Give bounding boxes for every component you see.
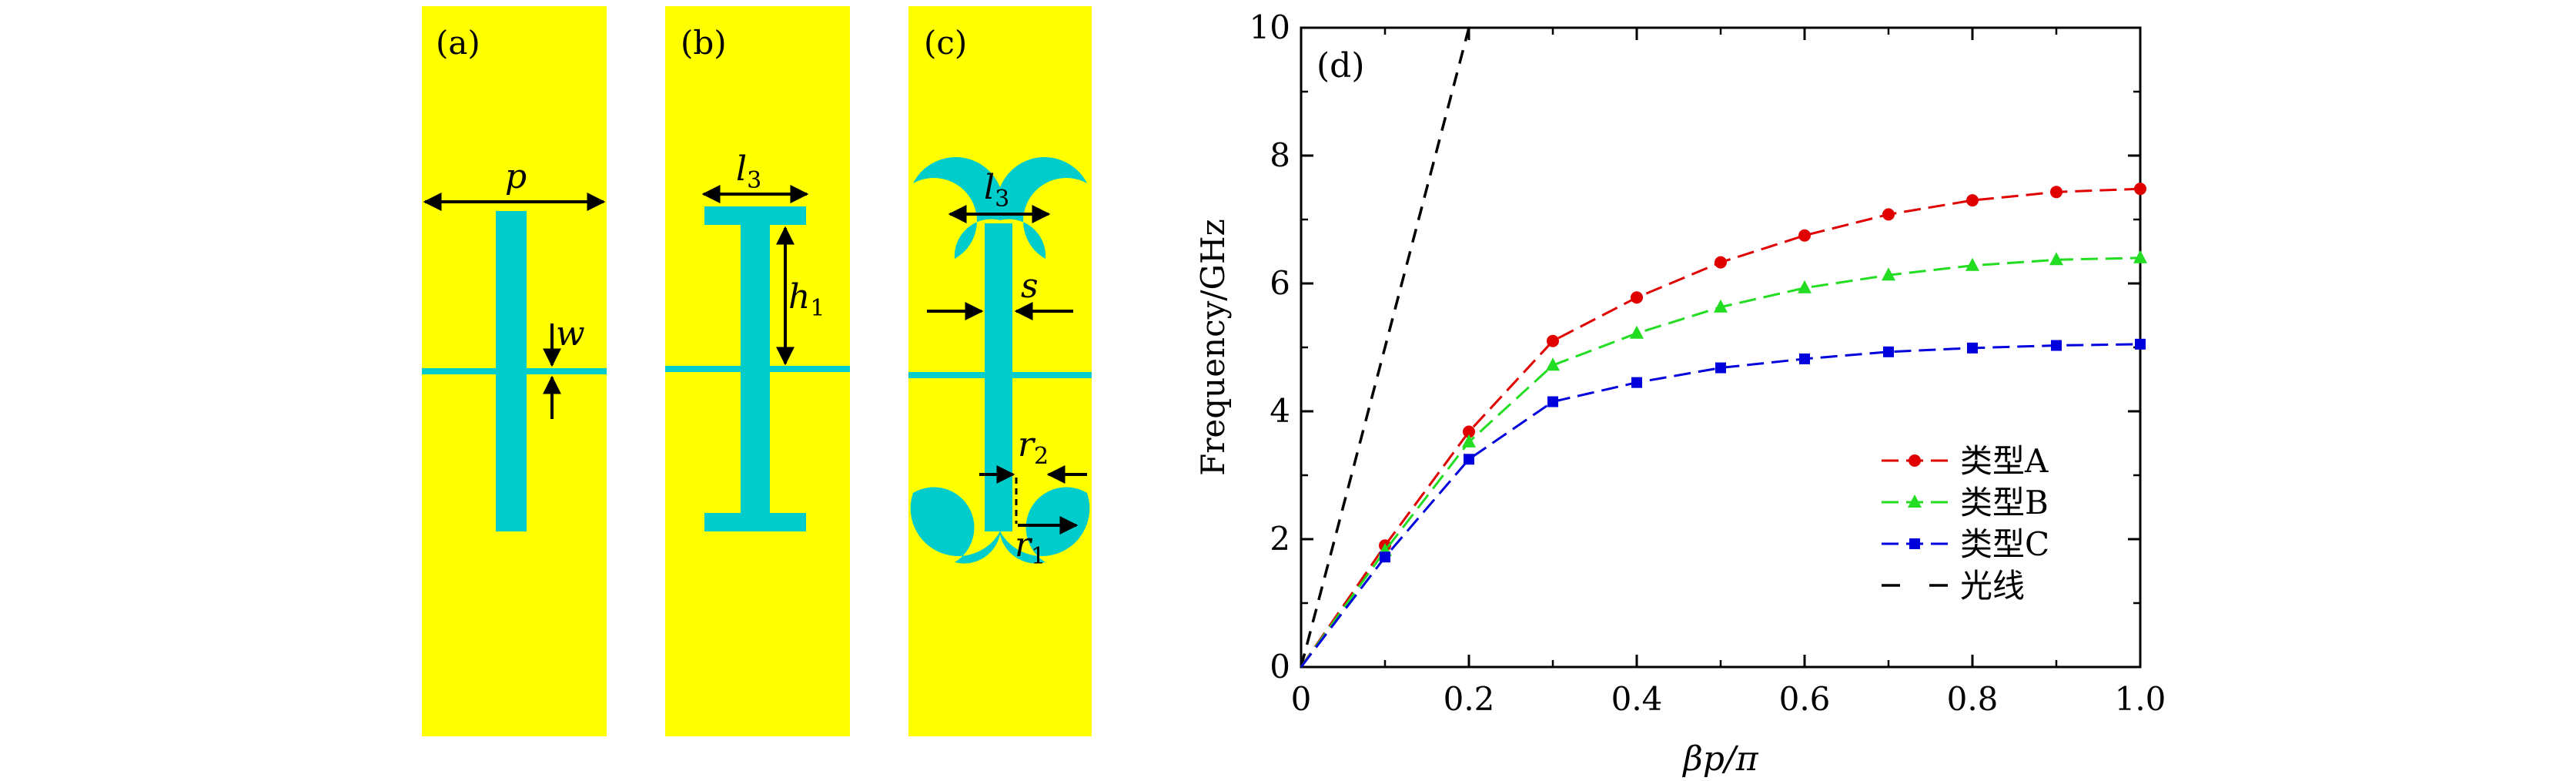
data-point-series-3 (1715, 362, 1726, 374)
data-point-series-2 (1798, 280, 1812, 293)
data-point-series-2 (2133, 250, 2147, 263)
y-tick-label: 8 (1270, 136, 1290, 174)
legend: 类型A 类型B 类型C 光线 (1882, 442, 2049, 605)
y-tick-label: 10 (1250, 8, 1290, 46)
dim-label-l3-b: l3 (736, 149, 761, 194)
data-point-series-2 (1882, 267, 1895, 281)
crescent-top-right (996, 157, 1087, 259)
data-point-series-3 (1967, 342, 1978, 354)
data-point-series-1 (2050, 186, 2062, 199)
data-point-series-1 (1547, 334, 1559, 347)
data-point-series-3 (1799, 353, 1810, 364)
legend-label: 类型C (1960, 525, 2049, 563)
data-point-series-1 (1966, 194, 1979, 207)
panel-label-a: (a) (436, 24, 480, 62)
x-axis-ticks: 0 0.2 0.4 0.6 0.8 1.0 (1291, 28, 2166, 718)
x-tick-label: 0.6 (1779, 680, 1831, 718)
y-tick-label: 0 (1270, 648, 1290, 685)
data-point-series-2 (1462, 434, 1476, 447)
data-point-series-2 (1965, 257, 1979, 271)
x-tick-label: 0.8 (1947, 680, 1999, 718)
top-flange-b (704, 206, 806, 225)
dim-label-p: p (505, 157, 527, 196)
crescent-bottom-left (910, 487, 1001, 564)
dim-label-w: w (556, 314, 585, 354)
data-point-series-3 (1380, 551, 1390, 563)
dispersion-chart: (d) 0 0.2 0.4 0.6 0.8 1.0 0 2 4 6 8 10 βp/π Freque… (1194, 8, 2166, 779)
data-point-series-1 (1882, 208, 1895, 221)
legend-marker (1909, 454, 1921, 467)
dim-label-r1: r1 (1015, 525, 1045, 570)
series-layer (1300, 27, 2147, 668)
data-point-series-2 (1714, 299, 1728, 313)
legend-marker (1909, 538, 1920, 549)
panel-c: (c) l3 s r2 r1 (908, 6, 1092, 736)
legend-label: 光线 (1960, 567, 2025, 605)
bottom-flange-b (704, 513, 806, 531)
dim-label-h1: h1 (788, 277, 825, 322)
series-line-3 (1300, 343, 2141, 668)
panel-label-d: (d) (1316, 46, 1365, 85)
web-c (985, 223, 1012, 531)
data-point-series-1 (1631, 291, 1643, 304)
data-point-series-3 (2051, 340, 2062, 351)
y-tick-label: 2 (1270, 520, 1290, 558)
vertical-bar-a (496, 211, 527, 531)
series-line-light-line (1300, 27, 1470, 668)
data-point-series-1 (1715, 256, 1727, 269)
y-tick-label: 4 (1270, 392, 1290, 430)
x-tick-label: 0.4 (1611, 680, 1663, 718)
dim-label-l3-c: l3 (984, 168, 1009, 213)
dim-label-r2: r2 (1018, 425, 1049, 470)
y-axis-ticks: 0 2 4 6 8 10 (1250, 8, 2140, 685)
crescent-top-left (913, 157, 1004, 259)
data-point-series-1 (2134, 183, 2146, 196)
x-tick-label: 1.0 (2115, 680, 2166, 718)
legend-label: 类型B (1960, 484, 2049, 521)
y-axis-label: Frequency/GHz (1194, 219, 1232, 476)
data-point-series-1 (1463, 425, 1475, 438)
web-b (741, 223, 770, 516)
data-point-series-3 (1631, 377, 1642, 388)
data-point-series-2 (1546, 357, 1560, 371)
data-point-series-3 (1464, 454, 1474, 465)
legend-marker (1908, 494, 1922, 508)
legend-label: 类型A (1960, 442, 2049, 480)
x-tick-label: 0 (1291, 680, 1312, 718)
data-point-series-2 (1630, 325, 1644, 339)
y-tick-label: 6 (1270, 264, 1290, 302)
data-point-series-3 (2135, 338, 2146, 350)
panel-label-b: (b) (681, 24, 727, 62)
x-axis-label: βp/π (1681, 739, 1758, 779)
data-point-series-2 (2049, 252, 2063, 266)
x-tick-label: 0.2 (1444, 680, 1495, 718)
dim-label-s: s (1021, 266, 1039, 306)
panel-label-c: (c) (924, 24, 967, 62)
data-point-series-3 (1883, 346, 1894, 357)
data-point-series-3 (1547, 396, 1558, 407)
panel-a: (a) p w (422, 6, 607, 736)
data-point-series-1 (1798, 229, 1811, 242)
panel-b: (b) l3 h1 (665, 6, 850, 736)
